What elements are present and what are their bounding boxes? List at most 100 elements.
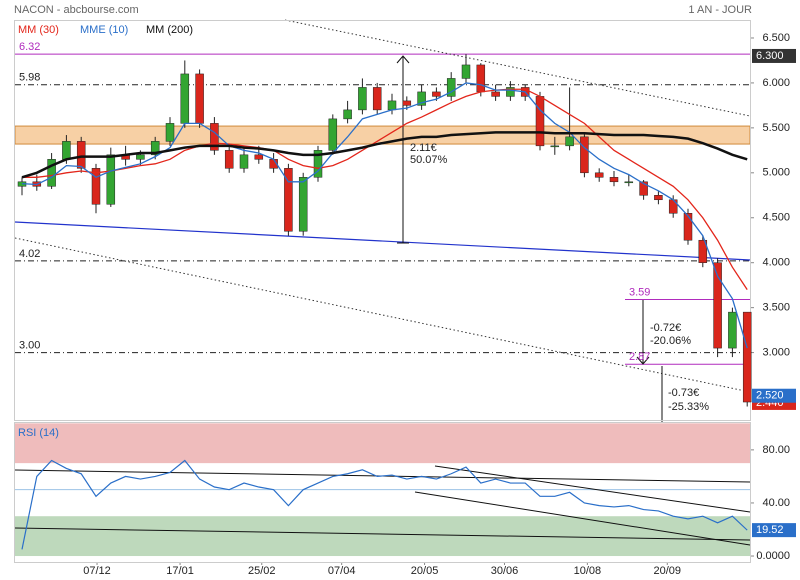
candle-body <box>313 150 323 178</box>
candle-body <box>254 154 264 160</box>
trend-line <box>284 19 751 117</box>
y-tick-label: 6.500 <box>762 32 790 44</box>
rsi-band <box>15 423 750 464</box>
moving-average <box>21 131 748 179</box>
candle-body <box>624 181 634 184</box>
candle-body <box>372 87 382 111</box>
candle-body <box>343 109 352 120</box>
period-label: 1 AN - JOUR <box>688 4 752 16</box>
moving-average <box>21 82 748 349</box>
candle-body <box>535 96 545 147</box>
level-label: 3.00 <box>19 339 40 351</box>
candle-body <box>742 311 752 403</box>
rsi-trend-line <box>14 527 751 541</box>
rsi-frame <box>14 422 751 563</box>
level-label: 4.02 <box>19 248 40 260</box>
rsi-line <box>21 459 748 550</box>
candle-body <box>668 199 678 214</box>
chart-title: NACON - abcbourse.com <box>14 4 139 16</box>
candle-body <box>195 73 204 124</box>
candle-body <box>358 87 367 111</box>
candle-body <box>284 168 293 232</box>
candle-body <box>62 141 71 160</box>
candle-body <box>609 177 619 183</box>
y-tick-label: 40.00 <box>762 497 790 509</box>
candle-body <box>47 159 56 187</box>
x-tick-label: 20/09 <box>654 565 682 577</box>
rsi-trend-line <box>434 465 751 513</box>
legend-entry: MME (10) <box>80 24 128 36</box>
annotation: 2.11€ <box>410 142 437 154</box>
x-tick-label: 17/01 <box>166 565 194 577</box>
x-tick-label: 30/06 <box>491 565 519 577</box>
annotation: -20.06% <box>650 335 691 347</box>
rsi-band <box>15 516 750 557</box>
candle-body <box>239 154 249 169</box>
legend-entry: MM (30) <box>18 24 59 36</box>
back-layer <box>14 37 754 565</box>
y-tick-label: 6.000 <box>762 77 790 89</box>
candle-body <box>713 262 722 349</box>
candle-body <box>387 100 397 111</box>
candle-body <box>683 213 693 241</box>
candle-body <box>76 141 86 169</box>
y-tick-label: 80.00 <box>762 444 790 456</box>
annotation: 50.07% <box>410 154 448 166</box>
candle-body <box>550 145 560 148</box>
candle-body <box>328 118 338 151</box>
price-tag <box>752 388 796 403</box>
y-tick-label: 3.500 <box>762 302 790 314</box>
price-tag <box>752 48 796 63</box>
x-tick-label: 20/05 <box>411 565 439 577</box>
candle-body <box>136 154 145 160</box>
candle-body <box>594 172 604 178</box>
measure-arrow-head <box>396 55 410 244</box>
price-tag-label: 6.300 <box>756 50 784 62</box>
candle-body <box>506 87 515 97</box>
x-tick-label: 25/02 <box>248 565 276 577</box>
support-line <box>14 221 751 261</box>
moving-average <box>22 88 748 291</box>
candle-body <box>476 64 486 93</box>
level-label: 6.32 <box>19 41 40 53</box>
candle-body <box>654 195 663 201</box>
candle-body <box>417 91 426 106</box>
candle-body <box>461 64 471 79</box>
y-tick-label: 5.500 <box>762 122 790 134</box>
candle-body <box>698 239 708 263</box>
candle-body <box>402 100 412 106</box>
x-tick-label: 07/04 <box>328 565 356 577</box>
candle-body <box>580 136 589 174</box>
price-tag-label: 2.520 <box>756 390 784 402</box>
candle-body <box>728 311 737 349</box>
annotation: -25.33% <box>668 401 709 413</box>
y-tick-label: 5.000 <box>762 167 790 179</box>
candle-body <box>106 154 116 205</box>
rsi-trend-line <box>414 491 751 546</box>
measure-arrow-head <box>636 356 650 365</box>
candle-body <box>565 136 574 147</box>
rsi-tag <box>752 523 796 538</box>
trend-line <box>14 237 751 393</box>
candle-body <box>446 78 456 97</box>
y-tick-label: 0.0000 <box>756 550 790 562</box>
legend-entry: MM (200) <box>146 24 193 36</box>
annotation: -0.72€ <box>650 322 681 334</box>
y-tick-label: 3.000 <box>762 346 790 358</box>
y-tick-label: 4.000 <box>762 257 790 269</box>
x-tick-label: 10/08 <box>574 565 602 577</box>
candle-body <box>91 168 101 205</box>
annotation: -0.73€ <box>668 387 699 399</box>
candle-body <box>180 73 190 124</box>
candle-body <box>298 177 308 232</box>
rsi-tag-label: 19.52 <box>756 524 784 536</box>
candle-body <box>432 91 441 97</box>
y-tick-label: 4.500 <box>762 212 790 224</box>
level-label: 3.59 <box>629 286 650 298</box>
level-label: 5.98 <box>19 72 40 84</box>
price-frame <box>14 20 751 421</box>
candle-body <box>639 181 648 196</box>
candle-body <box>150 141 160 156</box>
